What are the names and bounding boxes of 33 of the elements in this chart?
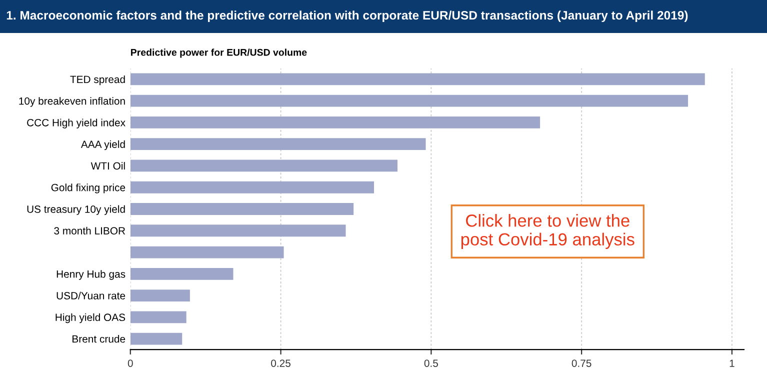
y-tick-label: 3 month LIBOR (54, 226, 126, 235)
bar (130, 181, 374, 194)
y-tick-label: US treasury 10y yield (27, 205, 125, 215)
y-tick-label: Henry Hub gas (56, 270, 126, 280)
bar (130, 160, 398, 172)
bar (130, 332, 182, 345)
x-tick-label: 0.5 (424, 360, 438, 367)
chart-subtitle: Predictive power for EUR/USD volume (131, 48, 307, 58)
bar (130, 224, 346, 237)
x-tick-label: 1 (730, 360, 734, 367)
y-tick-label: AAA yield (80, 140, 125, 150)
bar (130, 290, 190, 302)
y-tick-label: High yield OAS (56, 313, 126, 324)
y-tick-label: TED spread (70, 75, 125, 86)
bar (130, 138, 426, 150)
y-tick-label: Brent crude (72, 335, 126, 343)
x-tick-label: 0.25 (271, 360, 290, 367)
bar (130, 116, 540, 128)
bar (130, 73, 705, 86)
y-tick-label: USD/Yuan rate (56, 292, 126, 300)
y-tick-label: 10y breakeven inflation (19, 97, 125, 107)
bar (130, 268, 234, 280)
y-tick-label: CCC High yield index (27, 118, 126, 128)
bar (130, 246, 284, 258)
y-tick-label: Gold fixing price (51, 184, 126, 194)
y-tick-label: WTI Oil (90, 162, 125, 170)
bar (130, 311, 186, 324)
x-tick-label: 0.75 (572, 360, 592, 367)
x-tick-label: 0 (128, 360, 133, 367)
bar (130, 94, 688, 107)
chart-title: 1. Macroeconomic factors and the predictive correlation with corporate EUR/USD transactions (January to April 2019) (6, 10, 688, 22)
bar (130, 203, 354, 215)
annotation: Click here to view the post Covid-19 analysis (461, 214, 634, 249)
